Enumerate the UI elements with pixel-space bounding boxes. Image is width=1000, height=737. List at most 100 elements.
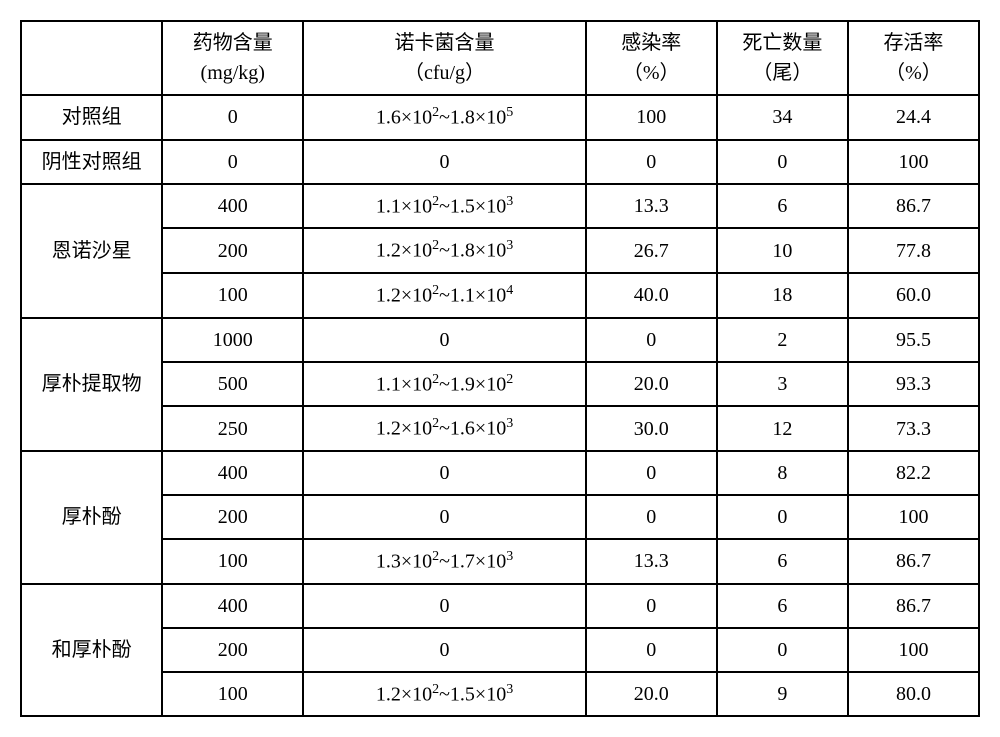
content-cell: 1.6×102~1.8×105 bbox=[303, 95, 585, 140]
table-row: 200000100 bbox=[21, 628, 979, 672]
dose-cell: 100 bbox=[162, 539, 303, 584]
survival-cell: 86.7 bbox=[848, 539, 979, 584]
infect-cell: 30.0 bbox=[586, 406, 717, 451]
group-name-cell: 和厚朴酚 bbox=[21, 584, 162, 717]
deaths-cell: 0 bbox=[717, 628, 848, 672]
table-row: 阴性对照组0000100 bbox=[21, 140, 979, 184]
table-row: 2001.2×102~1.8×10326.71077.8 bbox=[21, 228, 979, 273]
group-name-cell: 恩诺沙星 bbox=[21, 184, 162, 318]
dose-cell: 100 bbox=[162, 273, 303, 318]
survival-cell: 100 bbox=[848, 495, 979, 539]
dose-cell: 200 bbox=[162, 228, 303, 273]
survival-cell: 95.5 bbox=[848, 318, 979, 362]
table-row: 恩诺沙星4001.1×102~1.5×10313.3686.7 bbox=[21, 184, 979, 229]
infect-cell: 0 bbox=[586, 140, 717, 184]
group-name-cell: 对照组 bbox=[21, 95, 162, 140]
infect-cell: 0 bbox=[586, 451, 717, 495]
hdr-survival: 存活率 （%） bbox=[848, 21, 979, 95]
hdr-content: 诺卡菌含量 （cfu/g） bbox=[303, 21, 585, 95]
hdr-content-l1: 诺卡菌含量 bbox=[395, 32, 495, 54]
dose-cell: 0 bbox=[162, 95, 303, 140]
table-row: 2501.2×102~1.6×10330.01273.3 bbox=[21, 406, 979, 451]
content-cell: 1.1×102~1.5×103 bbox=[303, 184, 585, 229]
dose-cell: 100 bbox=[162, 672, 303, 717]
infect-cell: 20.0 bbox=[586, 672, 717, 717]
dose-cell: 400 bbox=[162, 184, 303, 229]
hdr-infect-l1: 感染率 bbox=[621, 32, 681, 54]
dose-cell: 1000 bbox=[162, 318, 303, 362]
deaths-cell: 0 bbox=[717, 495, 848, 539]
deaths-cell: 2 bbox=[717, 318, 848, 362]
table-row: 1001.2×102~1.5×10320.0980.0 bbox=[21, 672, 979, 717]
deaths-cell: 12 bbox=[717, 406, 848, 451]
deaths-cell: 18 bbox=[717, 273, 848, 318]
infect-cell: 100 bbox=[586, 95, 717, 140]
content-cell: 1.2×102~1.8×103 bbox=[303, 228, 585, 273]
content-cell: 0 bbox=[303, 451, 585, 495]
content-cell: 0 bbox=[303, 628, 585, 672]
table-row: 对照组01.6×102~1.8×1051003424.4 bbox=[21, 95, 979, 140]
content-cell: 1.1×102~1.9×102 bbox=[303, 362, 585, 407]
table-row: 200000100 bbox=[21, 495, 979, 539]
content-cell: 0 bbox=[303, 584, 585, 628]
table-row: 1001.2×102~1.1×10440.01860.0 bbox=[21, 273, 979, 318]
infect-cell: 26.7 bbox=[586, 228, 717, 273]
survival-cell: 80.0 bbox=[848, 672, 979, 717]
infect-cell: 13.3 bbox=[586, 184, 717, 229]
content-cell: 1.2×102~1.6×103 bbox=[303, 406, 585, 451]
hdr-deaths: 死亡数量 （尾） bbox=[717, 21, 848, 95]
table-row: 厚朴提取物100000295.5 bbox=[21, 318, 979, 362]
hdr-survival-l1: 存活率 bbox=[883, 32, 943, 54]
hdr-deaths-l1: 死亡数量 bbox=[742, 32, 822, 54]
table-row: 5001.1×102~1.9×10220.0393.3 bbox=[21, 362, 979, 407]
deaths-cell: 3 bbox=[717, 362, 848, 407]
deaths-cell: 8 bbox=[717, 451, 848, 495]
content-cell: 1.3×102~1.7×103 bbox=[303, 539, 585, 584]
infect-cell: 0 bbox=[586, 584, 717, 628]
table-header: 药物含量 (mg/kg) 诺卡菌含量 （cfu/g） 感染率 （%） 死亡数量 … bbox=[21, 21, 979, 95]
survival-cell: 77.8 bbox=[848, 228, 979, 273]
infect-cell: 0 bbox=[586, 318, 717, 362]
deaths-cell: 10 bbox=[717, 228, 848, 273]
content-cell: 0 bbox=[303, 495, 585, 539]
data-table: 药物含量 (mg/kg) 诺卡菌含量 （cfu/g） 感染率 （%） 死亡数量 … bbox=[20, 20, 980, 717]
table-row: 1001.3×102~1.7×10313.3686.7 bbox=[21, 539, 979, 584]
content-cell: 0 bbox=[303, 140, 585, 184]
dose-cell: 0 bbox=[162, 140, 303, 184]
content-cell: 1.2×102~1.5×103 bbox=[303, 672, 585, 717]
dose-cell: 200 bbox=[162, 628, 303, 672]
survival-cell: 86.7 bbox=[848, 184, 979, 229]
table-row: 厚朴酚40000882.2 bbox=[21, 451, 979, 495]
content-cell: 1.2×102~1.1×104 bbox=[303, 273, 585, 318]
deaths-cell: 6 bbox=[717, 584, 848, 628]
infect-cell: 0 bbox=[586, 628, 717, 672]
table-body: 对照组01.6×102~1.8×1051003424.4阴性对照组0000100… bbox=[21, 95, 979, 716]
hdr-dose-l1: 药物含量 bbox=[193, 32, 273, 54]
infect-cell: 40.0 bbox=[586, 273, 717, 318]
survival-cell: 93.3 bbox=[848, 362, 979, 407]
infect-cell: 13.3 bbox=[586, 539, 717, 584]
survival-cell: 82.2 bbox=[848, 451, 979, 495]
group-name-cell: 阴性对照组 bbox=[21, 140, 162, 184]
dose-cell: 400 bbox=[162, 584, 303, 628]
survival-cell: 24.4 bbox=[848, 95, 979, 140]
hdr-survival-l2: （%） bbox=[885, 62, 942, 84]
hdr-dose: 药物含量 (mg/kg) bbox=[162, 21, 303, 95]
dose-cell: 200 bbox=[162, 495, 303, 539]
group-name-cell: 厚朴酚 bbox=[21, 451, 162, 584]
dose-cell: 400 bbox=[162, 451, 303, 495]
hdr-infect: 感染率 （%） bbox=[586, 21, 717, 95]
deaths-cell: 34 bbox=[717, 95, 848, 140]
hdr-infect-l2: （%） bbox=[623, 62, 680, 84]
survival-cell: 73.3 bbox=[848, 406, 979, 451]
hdr-blank bbox=[21, 21, 162, 95]
hdr-content-l2: （cfu/g） bbox=[404, 62, 485, 84]
survival-cell: 100 bbox=[848, 628, 979, 672]
group-name-cell: 厚朴提取物 bbox=[21, 318, 162, 451]
deaths-cell: 9 bbox=[717, 672, 848, 717]
deaths-cell: 0 bbox=[717, 140, 848, 184]
deaths-cell: 6 bbox=[717, 184, 848, 229]
infect-cell: 20.0 bbox=[586, 362, 717, 407]
survival-cell: 86.7 bbox=[848, 584, 979, 628]
dose-cell: 250 bbox=[162, 406, 303, 451]
